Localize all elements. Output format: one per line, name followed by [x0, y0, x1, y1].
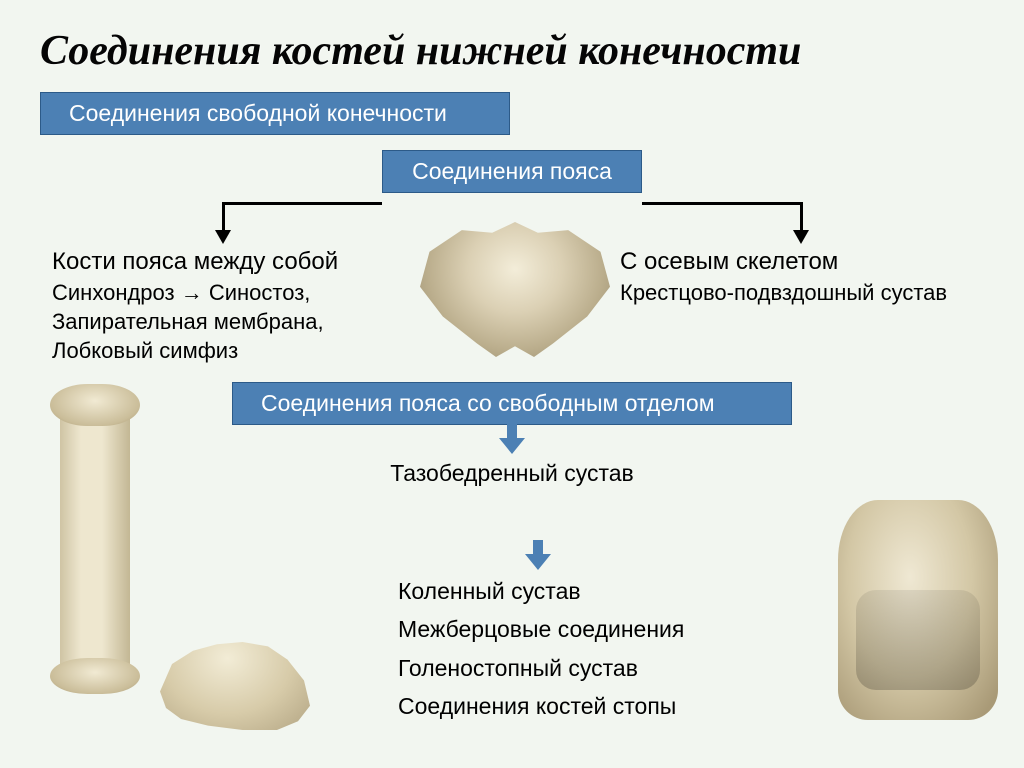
- connector-line: [800, 202, 803, 232]
- connector-line: [222, 202, 382, 205]
- arrow-head-icon: [793, 230, 809, 244]
- connector-line: [222, 202, 225, 232]
- tibia-fibula-illustration: [60, 400, 130, 680]
- pelvis-illustration: [420, 222, 610, 357]
- list-item: Соединения костей стопы: [398, 691, 684, 721]
- blue-arrow-icon: [525, 540, 551, 570]
- box-free-limb: Соединения свободной конечности: [40, 92, 510, 135]
- left-block-line: Лобковый симфиз: [52, 336, 338, 365]
- foot-bones-illustration: [160, 620, 310, 730]
- left-block-line: Синхондроз → Синостоз,: [52, 278, 338, 307]
- list-item: Коленный сустав: [398, 576, 684, 606]
- box-belt-connections: Соединения пояса: [382, 150, 642, 193]
- box-belt-to-free: Соединения пояса со свободным отделом: [232, 382, 792, 425]
- blue-arrow-icon: [499, 424, 525, 454]
- right-block-heading: С осевым скелетом: [620, 246, 947, 278]
- slide-title: Соединения костей нижней конечности: [40, 28, 984, 74]
- right-block: С осевым скелетом Крестцово-подвздошный …: [620, 246, 947, 307]
- left-block-heading: Кости пояса между собой: [52, 246, 338, 278]
- slide: Соединения костей нижней конечности Соед…: [0, 0, 1024, 768]
- hip-joint-label: Тазобедренный сустав: [0, 458, 1024, 488]
- right-block-line: Крестцово-подвздошный сустав: [620, 278, 947, 307]
- knee-joint-illustration: [838, 500, 998, 720]
- list-item: Голеностопный сустав: [398, 653, 684, 683]
- lower-list: Коленный сустав Межберцовые соединения Г…: [398, 576, 684, 721]
- arrow-head-icon: [215, 230, 231, 244]
- connector-line: [642, 202, 802, 205]
- list-item: Межберцовые соединения: [398, 614, 684, 644]
- left-block-line: Запирательная мембрана,: [52, 307, 338, 336]
- left-block: Кости пояса между собой Синхондроз → Син…: [52, 246, 338, 365]
